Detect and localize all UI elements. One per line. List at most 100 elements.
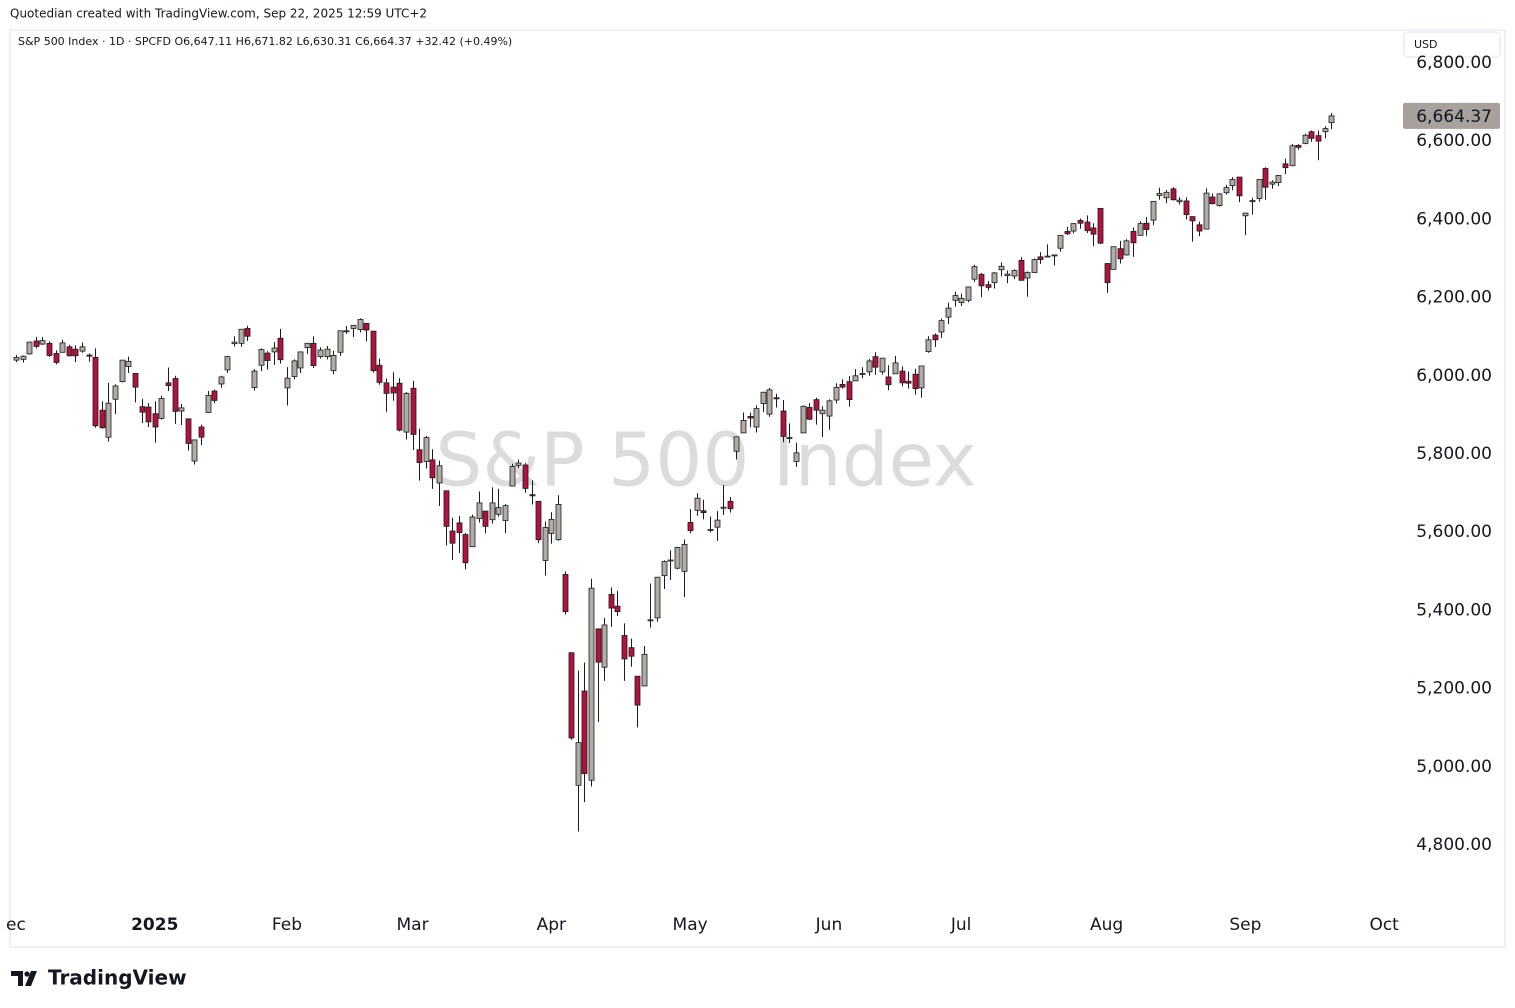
candle-body [145,406,152,423]
candle-body [588,587,595,781]
candle-body [654,576,661,619]
candle-body [1097,207,1104,244]
candle-body [681,543,688,572]
candle-body [522,464,529,489]
candle-body [548,518,555,534]
candle-body [509,466,516,487]
candle-body [1143,222,1150,230]
last-price-label: 6,664.37 [1416,107,1492,127]
candle-body [324,348,331,358]
candle-body [991,272,998,284]
legend: S&P 500 Index · 1D · SPCFD O6,647.11 H6,… [18,35,512,48]
candle-body [1236,176,1243,197]
candle-body [938,320,945,333]
last-price-badge [1403,102,1500,129]
candle-body [423,437,430,462]
candle-body [1130,231,1137,244]
legend-symbol: S&P 500 Index · 1D · SPCFD [18,35,171,48]
logo-icon [11,971,37,986]
candle-body [1308,131,1315,139]
candle-body [33,340,40,347]
candle-body [852,375,859,382]
candle-body [1117,248,1124,260]
candle-body [456,522,463,534]
legend-low: L6,630.31 [296,35,351,48]
y-tick-label: 5,400.00 [1416,600,1492,620]
candle-body [595,628,602,663]
candle-body [119,359,126,383]
candle-body [747,416,754,419]
candle-body [740,419,747,434]
candle-body [1196,224,1203,232]
candle-body [1242,212,1249,217]
candle-body [885,376,892,386]
candle-body [429,459,436,479]
candle-body [998,265,1005,271]
candle-body [780,410,787,437]
legend-high: H6,671.82 [236,35,293,48]
candle-body [198,426,205,438]
candle-body [905,380,912,384]
candle-body [59,342,66,353]
candle-body [211,390,218,401]
x-tick-label: Mar [396,915,428,935]
candle-body [1137,223,1144,236]
candle-body [766,389,773,415]
candle-body [700,510,707,514]
candle-body [1203,192,1210,230]
y-tick-label: 5,000.00 [1416,757,1492,777]
candle-body [462,534,469,564]
candle-body [238,328,245,344]
candle-body [912,373,919,390]
legend-change: +32.42 (+0.49%) [415,35,512,48]
currency-box[interactable] [1403,31,1501,58]
candle-body [555,504,562,541]
candle-body [608,594,615,609]
candle-body [291,360,298,377]
candle-body [390,386,397,394]
candle-body [1064,231,1071,235]
candle-body [859,373,866,375]
candle-body [872,356,879,368]
candle-body [218,376,225,385]
candle-body [443,490,450,527]
candle-body [932,334,939,341]
currency[interactable]: USD [1414,38,1438,51]
candle-body [753,408,760,428]
x-tick-label: Apr [537,915,566,935]
candle-body [1216,193,1223,207]
candle-body [846,381,853,401]
candle-body [515,462,522,466]
candle-body [674,547,681,569]
candle-body [132,373,139,388]
candle-body [985,284,992,288]
x-tick-label: Feb [272,915,302,935]
candle-body [449,530,456,544]
candle-body [1150,200,1157,221]
candle-body [271,347,278,353]
candle-body [800,405,807,434]
candle-body [568,652,575,739]
candle-body [879,357,886,373]
candle-body [1189,216,1196,222]
candle-body [1223,187,1230,194]
candle-body [72,348,79,357]
candle-body [1051,254,1058,257]
candle-body [687,522,694,532]
candle-body [1262,168,1269,188]
candle-body [105,402,112,438]
candle-body [251,370,258,388]
candle-body [350,324,357,329]
candle-body [1090,227,1097,235]
candle-body [1328,115,1335,124]
candle-body [733,436,740,452]
y-tick-label: 5,600.00 [1416,522,1492,542]
candle-body [1057,234,1064,249]
candle-body [641,653,648,687]
candle-body [1176,199,1183,203]
candle-body [1322,128,1329,133]
candle-body [205,394,212,413]
candle-body [952,295,959,301]
candle-body [370,330,377,372]
y-tick-label: 4,800.00 [1416,835,1492,855]
